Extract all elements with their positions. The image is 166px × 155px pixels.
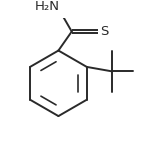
Text: H₂N: H₂N <box>35 0 60 13</box>
Text: S: S <box>100 25 108 38</box>
